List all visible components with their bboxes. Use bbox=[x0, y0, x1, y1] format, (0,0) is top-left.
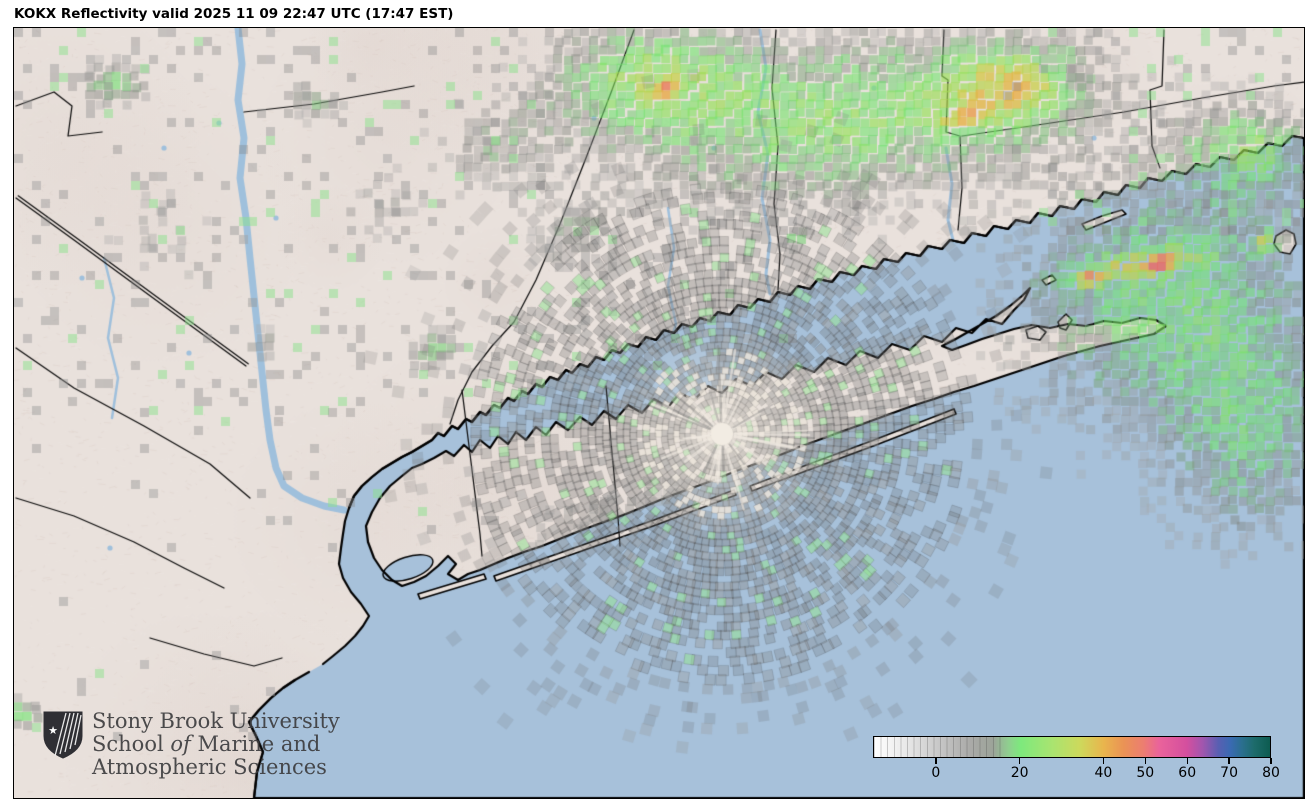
colorbar-tick-label: 40 bbox=[1094, 765, 1113, 781]
colorbar-tick-mark bbox=[1144, 758, 1146, 764]
colorbar-tick-label: 70 bbox=[1220, 765, 1239, 781]
product-title-bar: KOKX Reflectivity valid 2025 11 09 22:47… bbox=[14, 0, 453, 28]
colorbar-tick-label: 60 bbox=[1178, 765, 1197, 781]
radar-map-frame: ★ Stony Brook University School of Marin… bbox=[13, 27, 1305, 799]
colorbar-gradient bbox=[873, 736, 1271, 758]
colorbar-tick-label: 80 bbox=[1262, 765, 1280, 781]
product-title: KOKX Reflectivity valid 2025 11 09 22:47… bbox=[14, 6, 454, 22]
colorbar-tick-mark bbox=[1270, 758, 1272, 764]
colorbar-tick-mark bbox=[1228, 758, 1230, 764]
colorbar-tick-label: 20 bbox=[1010, 765, 1029, 781]
reflectivity-colorbar: 0 20 40 50 60 70 80 bbox=[873, 736, 1280, 786]
radar-map-canvas bbox=[14, 28, 1304, 798]
colorbar-discrete-stripes bbox=[874, 737, 1006, 757]
colorbar-tick-mark bbox=[1102, 758, 1105, 764]
colorbar-tick-label: 0 bbox=[931, 765, 941, 781]
colorbar-tick-label: 50 bbox=[1136, 765, 1155, 781]
colorbar-tick-mark bbox=[1186, 758, 1188, 764]
colorbar-tick-mark bbox=[1018, 758, 1021, 764]
colorbar-tick-mark bbox=[935, 758, 937, 764]
